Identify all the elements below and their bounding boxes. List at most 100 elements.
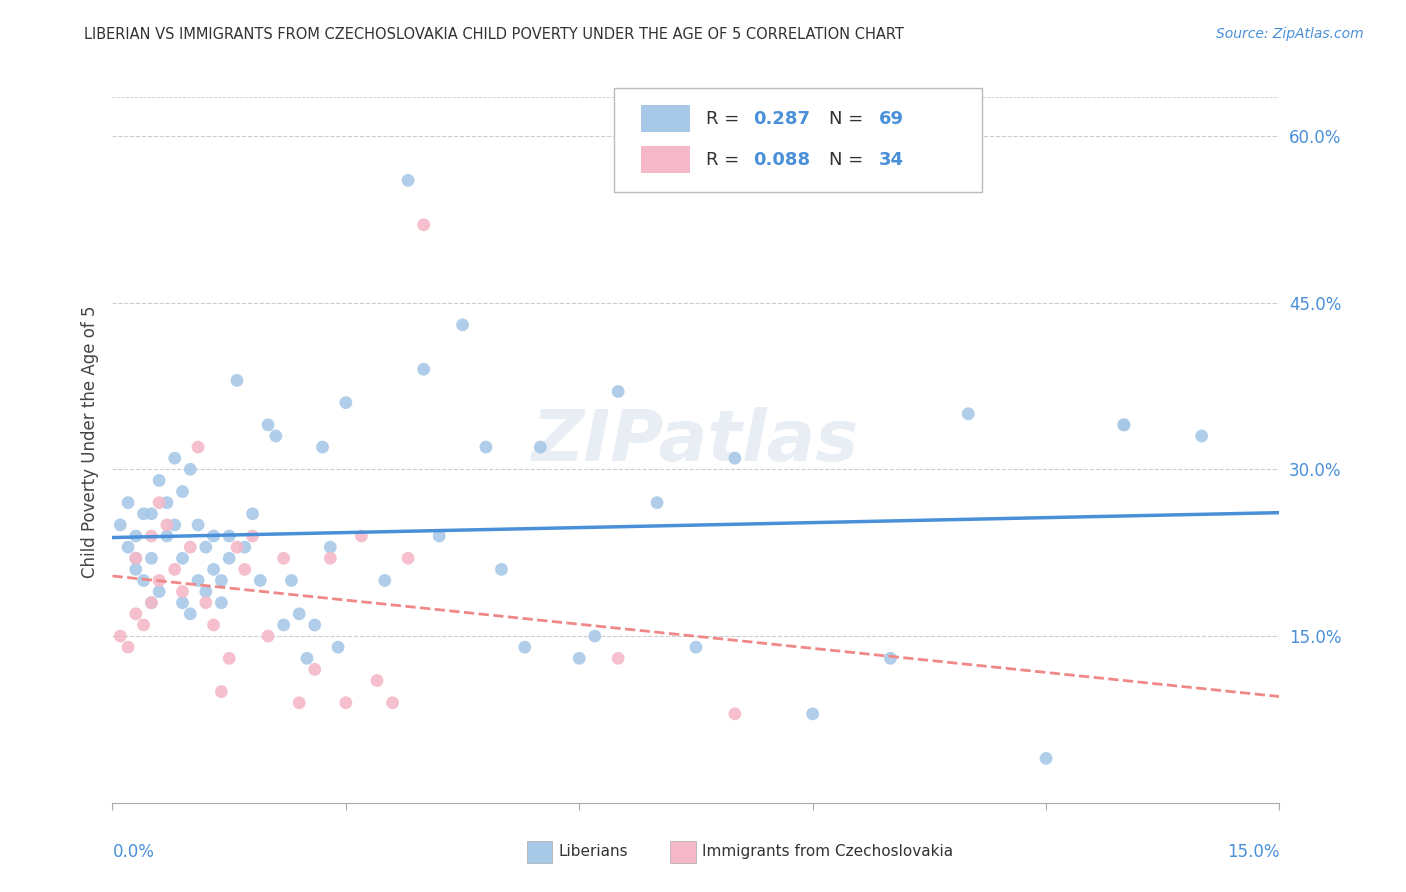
Point bbox=[374, 574, 396, 588]
Point bbox=[125, 562, 148, 576]
Point bbox=[172, 551, 194, 566]
Point bbox=[179, 540, 201, 554]
Point bbox=[125, 529, 148, 543]
Point bbox=[257, 417, 280, 432]
Point bbox=[295, 651, 318, 665]
Point bbox=[396, 173, 419, 187]
Text: 34: 34 bbox=[879, 151, 904, 169]
Point bbox=[187, 440, 209, 454]
Point bbox=[218, 551, 240, 566]
Text: 69: 69 bbox=[879, 110, 904, 128]
Point bbox=[350, 529, 373, 543]
Text: 15.0%: 15.0% bbox=[1227, 843, 1279, 861]
FancyBboxPatch shape bbox=[614, 87, 981, 193]
Point bbox=[125, 551, 148, 566]
Point bbox=[226, 373, 249, 387]
Text: N =: N = bbox=[830, 151, 869, 169]
Point bbox=[957, 407, 980, 421]
Point bbox=[1112, 417, 1135, 432]
Point bbox=[141, 551, 163, 566]
Point bbox=[879, 651, 901, 665]
Point bbox=[110, 517, 132, 532]
Point bbox=[801, 706, 824, 721]
Point bbox=[172, 596, 194, 610]
Point bbox=[156, 496, 179, 510]
Bar bbox=[641, 146, 690, 173]
Point bbox=[724, 451, 747, 466]
Text: N =: N = bbox=[830, 110, 869, 128]
Point bbox=[172, 584, 194, 599]
Point bbox=[381, 696, 404, 710]
Text: 0.088: 0.088 bbox=[754, 151, 810, 169]
Point bbox=[179, 462, 201, 476]
Point bbox=[202, 562, 225, 576]
Point bbox=[412, 218, 434, 232]
Point bbox=[156, 529, 179, 543]
Point bbox=[148, 574, 170, 588]
Point bbox=[529, 440, 551, 454]
Point bbox=[141, 529, 163, 543]
Text: LIBERIAN VS IMMIGRANTS FROM CZECHOSLOVAKIA CHILD POVERTY UNDER THE AGE OF 5 CORR: LIBERIAN VS IMMIGRANTS FROM CZECHOSLOVAK… bbox=[84, 27, 904, 42]
Point bbox=[607, 651, 630, 665]
Bar bbox=[641, 105, 690, 132]
Point bbox=[209, 596, 232, 610]
Point bbox=[335, 395, 357, 409]
Point bbox=[242, 507, 264, 521]
Point bbox=[311, 440, 333, 454]
Point bbox=[366, 673, 388, 688]
Point bbox=[194, 584, 217, 599]
Point bbox=[141, 596, 163, 610]
Point bbox=[319, 540, 342, 554]
Point bbox=[326, 640, 349, 655]
Point bbox=[202, 529, 225, 543]
Point bbox=[163, 451, 186, 466]
Point bbox=[117, 540, 139, 554]
Point bbox=[396, 551, 419, 566]
Point bbox=[724, 706, 747, 721]
Point bbox=[125, 551, 148, 566]
Text: Liberians: Liberians bbox=[558, 845, 628, 859]
Point bbox=[249, 574, 271, 588]
Point bbox=[141, 596, 163, 610]
Y-axis label: Child Poverty Under the Age of 5: Child Poverty Under the Age of 5 bbox=[80, 305, 98, 578]
Point bbox=[179, 607, 201, 621]
Point bbox=[202, 618, 225, 632]
Bar bbox=[671, 841, 696, 863]
Point bbox=[233, 562, 256, 576]
Point bbox=[273, 618, 295, 632]
Point bbox=[194, 540, 217, 554]
Point bbox=[568, 651, 591, 665]
Point bbox=[451, 318, 474, 332]
Point bbox=[607, 384, 630, 399]
Point bbox=[125, 607, 148, 621]
Point bbox=[242, 529, 264, 543]
Text: R =: R = bbox=[706, 151, 745, 169]
Point bbox=[233, 540, 256, 554]
Text: ZIPatlas: ZIPatlas bbox=[533, 407, 859, 476]
Text: Immigrants from Czechoslovakia: Immigrants from Czechoslovakia bbox=[702, 845, 953, 859]
Point bbox=[685, 640, 707, 655]
Point bbox=[110, 629, 132, 643]
Point bbox=[163, 517, 186, 532]
Point bbox=[491, 562, 513, 576]
Point bbox=[187, 574, 209, 588]
Point bbox=[288, 696, 311, 710]
Text: R =: R = bbox=[706, 110, 745, 128]
Bar bbox=[527, 841, 553, 863]
Point bbox=[1035, 751, 1057, 765]
Point bbox=[148, 474, 170, 488]
Point bbox=[172, 484, 194, 499]
Point bbox=[264, 429, 287, 443]
Point bbox=[209, 684, 232, 698]
Point bbox=[304, 618, 326, 632]
Point bbox=[148, 584, 170, 599]
Point bbox=[132, 618, 155, 632]
Point bbox=[148, 496, 170, 510]
Text: 0.287: 0.287 bbox=[754, 110, 810, 128]
Point bbox=[335, 696, 357, 710]
Point bbox=[132, 507, 155, 521]
Point bbox=[218, 529, 240, 543]
Point bbox=[280, 574, 302, 588]
Point bbox=[163, 562, 186, 576]
Point bbox=[132, 574, 155, 588]
